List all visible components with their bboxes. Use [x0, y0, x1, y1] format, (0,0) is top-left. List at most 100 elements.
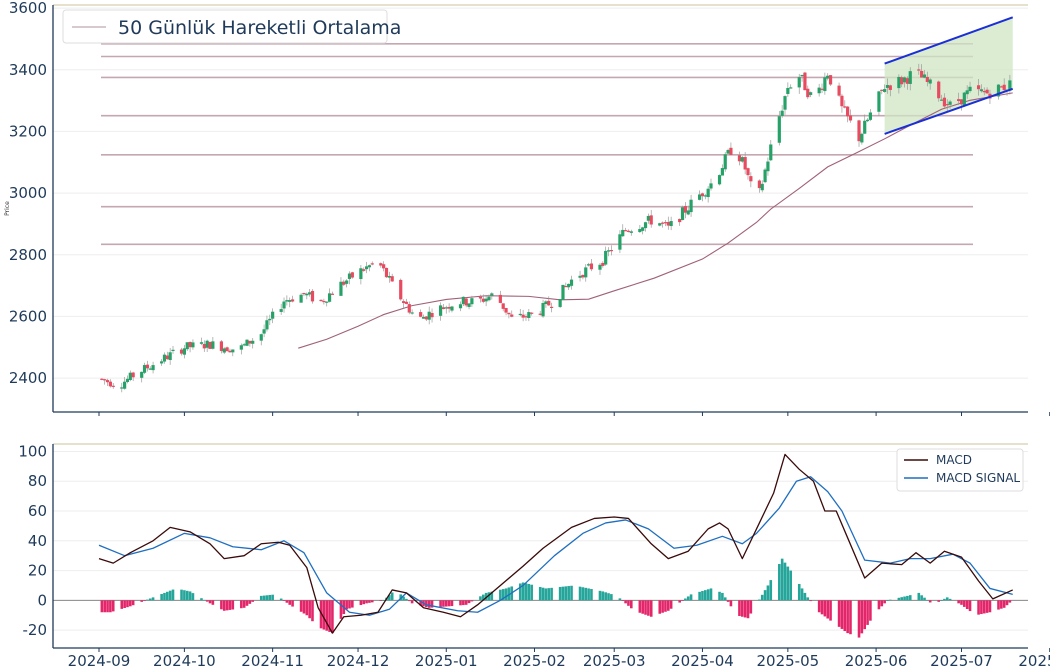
candle-up: [885, 85, 890, 88]
histogram-bar-negative: [880, 600, 884, 607]
histogram-bar-negative: [345, 600, 348, 610]
candle-up: [438, 305, 443, 316]
candle-up: [766, 161, 770, 172]
histogram-bar-negative: [863, 600, 867, 630]
candle-up: [171, 349, 175, 351]
candle-down: [248, 340, 252, 344]
histogram-bar-positive: [783, 562, 787, 601]
histogram-bar-negative: [410, 600, 414, 604]
histogram-bar-negative: [869, 600, 872, 621]
histogram-bar-negative: [131, 600, 135, 606]
histogram-bar-positive: [758, 599, 761, 601]
candle-up: [162, 354, 167, 362]
histogram-bar-positive: [564, 586, 568, 601]
histogram-bar-negative: [649, 600, 653, 617]
histogram-bar-negative: [231, 600, 235, 610]
histogram-bar-positive: [778, 564, 781, 601]
candle-down: [111, 385, 115, 387]
candle-up: [285, 300, 289, 302]
histogram-bar-positive: [718, 591, 721, 601]
candle-down: [663, 222, 668, 224]
histogram-bar-negative: [957, 600, 960, 604]
histogram-bar-negative: [143, 600, 146, 601]
candle-up: [996, 84, 1001, 97]
macd-signal-legend-label: MACD SIGNAL: [936, 471, 1020, 485]
histogram-bar-positive: [524, 583, 528, 601]
histogram-bar-negative: [820, 600, 824, 615]
candle-down: [404, 301, 409, 304]
candle-down: [549, 306, 554, 309]
histogram-bar-positive: [507, 587, 511, 601]
histogram-bar-negative: [661, 600, 664, 613]
histogram-bar-positive: [499, 589, 502, 601]
ma-50-line: [298, 92, 1013, 349]
histogram-bar-positive: [188, 591, 192, 601]
histogram-bar-negative: [857, 600, 861, 638]
histogram-bar-positive: [906, 595, 909, 601]
histogram-bar-negative: [965, 600, 969, 609]
candle-down: [165, 355, 169, 360]
candle-down: [985, 89, 989, 94]
histogram-bar-negative: [681, 600, 684, 601]
candle-up: [211, 341, 215, 349]
histogram-bar-positive: [723, 597, 727, 601]
candle-down: [746, 168, 750, 176]
candle-up: [123, 381, 127, 389]
histogram-bar-negative: [288, 600, 292, 605]
price-y-tick-label: 2800: [9, 246, 47, 264]
histogram-bar-negative: [937, 600, 941, 602]
candle-up: [421, 316, 426, 319]
histogram-bar-negative: [866, 600, 869, 625]
candle-down: [384, 267, 389, 278]
candle-down: [601, 262, 605, 266]
candle-down: [925, 76, 929, 83]
candle-up: [151, 365, 155, 371]
candle-down: [846, 106, 850, 117]
histogram-bar-positive: [760, 594, 764, 601]
histogram-bar-positive: [382, 600, 385, 601]
candle-up: [789, 87, 793, 89]
histogram-bar-positive: [265, 595, 269, 601]
candle-down: [521, 314, 525, 318]
histogram-bar-positive: [686, 596, 690, 601]
histogram-bar-negative: [829, 600, 832, 621]
histogram-bar-negative: [1002, 600, 1006, 608]
histogram-bar-negative: [368, 600, 371, 603]
price-panel: 2400 2600 2800 3000 3200 3400 3600 Price 50 Günl…: [4, 0, 1050, 416]
x-tick-label: 2025-01: [415, 652, 478, 670]
histogram-bar-negative: [305, 600, 309, 616]
candle-down: [530, 312, 534, 314]
candle-up: [939, 99, 944, 101]
histogram-bar-positive: [704, 590, 707, 601]
histogram-bar-positive: [547, 588, 551, 601]
price-y-tick-label: 3600: [9, 0, 47, 17]
histogram-bar-negative: [225, 600, 229, 611]
histogram-bar-positive: [900, 597, 904, 601]
histogram-bar-positive: [780, 558, 784, 601]
candle-down: [982, 91, 986, 93]
candle-down: [757, 180, 761, 189]
histogram-bar-negative: [860, 600, 864, 634]
candle-up: [586, 264, 591, 266]
histogram-bar-negative: [1008, 600, 1012, 603]
candle-down: [179, 349, 184, 354]
candle-down: [290, 299, 295, 302]
histogram-bar-negative: [1005, 600, 1009, 606]
candle-down: [880, 89, 884, 91]
candle-down: [564, 285, 568, 288]
candle-down: [700, 193, 705, 197]
histogram-bar-negative: [746, 600, 750, 619]
trend-channel-upper-line: [884, 16, 1014, 65]
histogram-bar-negative: [729, 600, 733, 607]
candle-down: [937, 81, 941, 99]
candle-up: [604, 250, 608, 265]
trend-channel-fill: [884, 17, 1013, 134]
candle-up: [826, 75, 830, 79]
candle-up: [763, 169, 767, 183]
candle-up: [863, 120, 867, 134]
price-y-tick-label: 2600: [9, 307, 47, 325]
candle-down: [131, 372, 135, 378]
price-y-axis-label: Price: [4, 201, 11, 216]
candle-up: [339, 281, 343, 296]
